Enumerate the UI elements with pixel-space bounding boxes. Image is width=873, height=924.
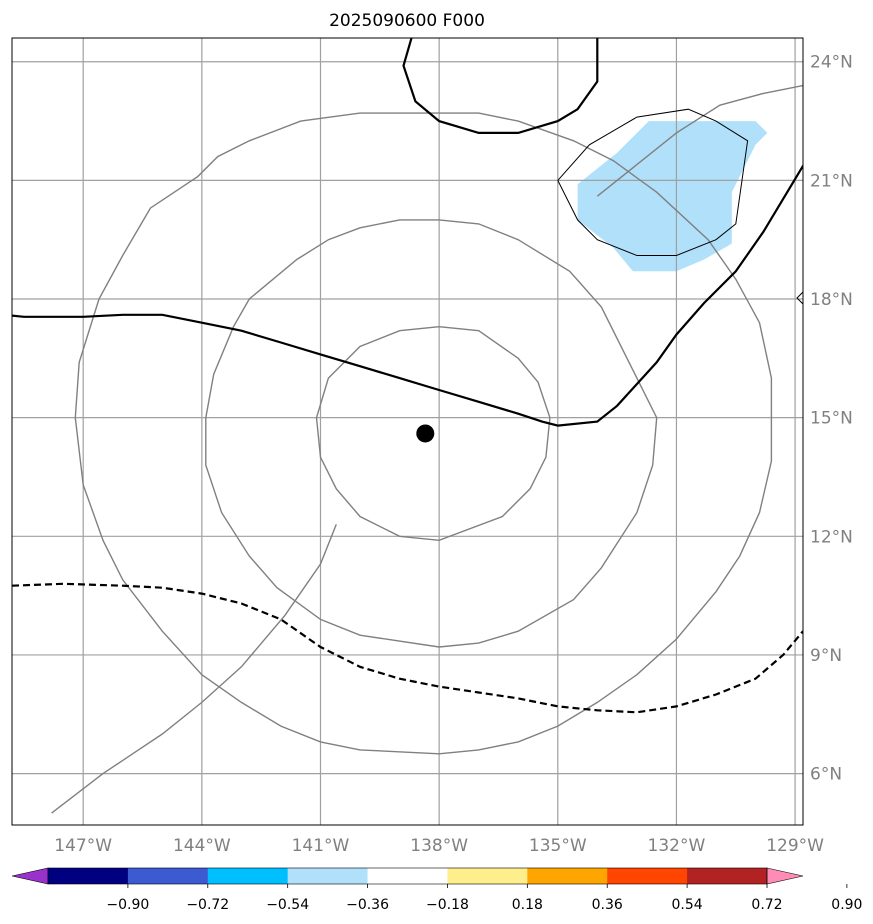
center-marker-layer xyxy=(416,424,435,443)
colorbar-extend-low xyxy=(11,867,49,885)
colorbar-tick-label: −0.90 xyxy=(106,897,149,913)
lon-tick-label: 138°W xyxy=(410,836,468,856)
edge-contour-fragment xyxy=(796,291,804,305)
lat-tick-label: 21°N xyxy=(810,171,853,191)
shading-layer xyxy=(577,121,768,272)
colorbar-tick-label: 0.72 xyxy=(751,897,782,913)
colorbar-outline xyxy=(47,867,768,885)
colorbar-segment xyxy=(287,868,369,884)
colorbar: −0.90 −0.72 −0.54 −0.36 −0.18 0.18 0.36 0.54 0.7… xyxy=(11,867,862,913)
range-ring xyxy=(596,84,803,197)
lon-tick-label: 135°W xyxy=(529,836,587,856)
colorbar-tick-label: −0.72 xyxy=(186,897,229,913)
range-ring xyxy=(315,326,551,542)
contours xyxy=(12,38,803,714)
lat-tick-label: 18°N xyxy=(810,290,853,310)
colorbar-tick-label: −0.36 xyxy=(346,897,389,913)
range-rings xyxy=(51,84,803,814)
colorbar-extend-high xyxy=(766,867,804,885)
colorbar-segment xyxy=(687,868,768,884)
lat-tick-label: 12°N xyxy=(810,527,853,547)
colorbar-segment xyxy=(367,868,448,884)
lat-tick-label: 9°N xyxy=(810,646,842,666)
dashed-contour-south xyxy=(12,582,803,714)
colorbar-segment xyxy=(207,868,289,884)
lon-tick-label: 144°W xyxy=(173,836,231,856)
map-title: 2025090600 F000 xyxy=(329,11,485,31)
map-area xyxy=(12,38,803,825)
solid-contour-north xyxy=(402,38,599,134)
colorbar-segment xyxy=(527,868,608,884)
thin-closed-contour xyxy=(557,108,749,256)
lon-tick-label: 147°W xyxy=(54,836,112,856)
colorbar-tick-label: −0.18 xyxy=(426,897,469,913)
colorbar-tick-label: 0.54 xyxy=(672,897,703,913)
map-frame xyxy=(11,37,804,826)
colorbar-segment xyxy=(447,868,528,884)
gridlines xyxy=(12,38,803,825)
colorbar-tick-label: 0.18 xyxy=(512,897,543,913)
lon-tick-label: 129°W xyxy=(766,836,824,856)
colorbar-tick-label: 0.36 xyxy=(592,897,623,913)
colorbar-tick-label: −0.54 xyxy=(266,897,309,913)
range-ring xyxy=(205,219,658,648)
solid-contour-main xyxy=(12,163,803,427)
lon-tick-label: 141°W xyxy=(292,836,350,856)
range-ring xyxy=(51,524,337,814)
colorbar-tick-label: 0.90 xyxy=(831,897,862,913)
range-ring xyxy=(74,112,773,755)
lon-tick-label: 132°W xyxy=(648,836,706,856)
latitude-labels: 6°N 9°N 12°N 15°N 18°N 21°N 24°N xyxy=(810,53,853,785)
lat-tick-label: 15°N xyxy=(810,409,853,429)
colorbar-segment xyxy=(48,868,129,884)
colorbar-segment xyxy=(127,868,209,884)
lat-tick-label: 24°N xyxy=(810,53,853,73)
longitude-labels: 147°W 144°W 141°W 138°W 135°W 132°W 129°W xyxy=(54,836,824,856)
negative-anomaly-shading xyxy=(577,121,768,272)
lat-tick-label: 6°N xyxy=(810,765,842,785)
storm-center-marker xyxy=(416,424,435,443)
colorbar-segment xyxy=(607,868,688,884)
